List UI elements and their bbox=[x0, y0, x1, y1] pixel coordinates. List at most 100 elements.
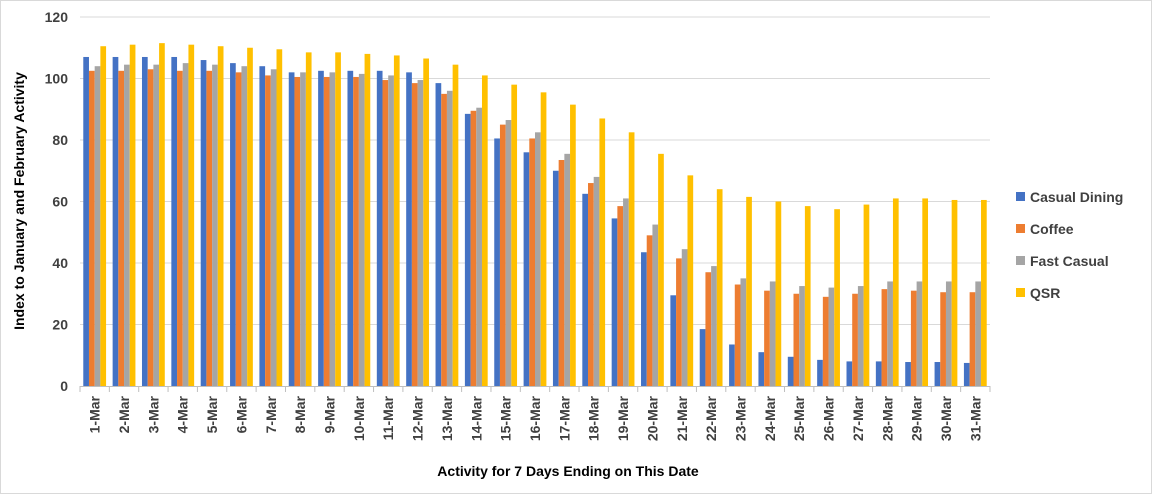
bar-qsr bbox=[628, 132, 635, 386]
y-tick-label: 0 bbox=[60, 378, 68, 394]
bar-qsr bbox=[804, 206, 811, 386]
bar-coffee bbox=[969, 292, 976, 386]
x-tick-label: 15-Mar bbox=[498, 395, 514, 441]
bar-fast-casual bbox=[887, 281, 893, 386]
bar-qsr bbox=[687, 175, 694, 386]
x-tick-label: 10-Mar bbox=[351, 395, 367, 441]
x-tick-label: 21-Mar bbox=[674, 395, 690, 441]
x-tick-label: 25-Mar bbox=[791, 395, 807, 441]
bar-coffee bbox=[646, 235, 653, 386]
x-tick-label: 16-Mar bbox=[527, 395, 543, 441]
x-tick-label: 1-Mar bbox=[87, 395, 103, 433]
bar-qsr bbox=[775, 201, 782, 386]
bar-fast-casual bbox=[593, 176, 600, 386]
x-tick-label: 17-Mar bbox=[556, 395, 572, 441]
bar-casual-dining bbox=[288, 72, 295, 386]
bar-fast-casual bbox=[916, 281, 923, 386]
bar-qsr bbox=[129, 44, 136, 387]
bar-fast-casual bbox=[212, 64, 218, 386]
bar-casual-dining bbox=[376, 70, 383, 386]
bar-coffee bbox=[529, 138, 535, 386]
bar-fast-casual bbox=[740, 278, 747, 386]
bar-qsr bbox=[481, 75, 488, 387]
bar-casual-dining bbox=[611, 218, 618, 386]
x-tick-label: 13-Mar bbox=[439, 395, 455, 441]
bar-coffee bbox=[764, 290, 770, 386]
bar-fast-casual bbox=[975, 281, 982, 386]
legend-swatch-qsr bbox=[1016, 288, 1025, 297]
y-tick-label: 20 bbox=[52, 317, 68, 333]
bar-fast-casual bbox=[182, 63, 189, 386]
bar-casual-dining bbox=[259, 66, 266, 386]
bar-coffee bbox=[323, 76, 330, 387]
x-tick-label: 28-Mar bbox=[879, 395, 895, 441]
axes: 0 20 40 60 80 100 120 1-Mar 2-Mar 3-Mar 4-Mar 5-Mar… bbox=[45, 9, 991, 441]
bar-coffee bbox=[910, 290, 917, 386]
y-tick-label: 80 bbox=[52, 132, 68, 148]
bar-coffee bbox=[852, 293, 858, 386]
bar-qsr bbox=[746, 196, 752, 386]
x-tick-label: 3-Mar bbox=[145, 395, 161, 433]
y-tick-label: 100 bbox=[45, 71, 69, 87]
bar-coffee bbox=[294, 76, 301, 387]
bar-coffee bbox=[88, 70, 95, 386]
bar-fast-casual bbox=[652, 224, 659, 386]
bar-qsr bbox=[570, 104, 576, 386]
bar-casual-dining bbox=[435, 83, 442, 387]
bar-coffee bbox=[177, 70, 183, 386]
bar-qsr bbox=[981, 199, 987, 386]
bar-coffee bbox=[235, 72, 242, 386]
bar-fast-casual bbox=[241, 66, 248, 386]
bar-casual-dining bbox=[963, 362, 970, 386]
x-tick-label: 4-Mar bbox=[175, 395, 191, 433]
bar-qsr bbox=[540, 92, 547, 387]
x-tick-label: 29-Mar bbox=[909, 395, 925, 441]
bar-coffee bbox=[881, 289, 888, 386]
legend-label-coffee: Coffee bbox=[1030, 221, 1074, 237]
y-tick-label: 40 bbox=[52, 255, 68, 271]
bar-qsr bbox=[511, 84, 518, 387]
bar-coffee bbox=[382, 80, 389, 386]
bar-coffee bbox=[822, 296, 829, 386]
legend: Casual Dining Coffee Fast Casual QSR bbox=[1016, 189, 1123, 301]
bar-fast-casual bbox=[828, 287, 835, 386]
x-tick-label: 23-Mar bbox=[732, 395, 748, 441]
bar-casual-dining bbox=[670, 295, 677, 386]
bar-casual-dining bbox=[905, 362, 911, 386]
bar-fast-casual bbox=[153, 64, 160, 386]
bar-fast-casual bbox=[417, 80, 424, 386]
bar-qsr bbox=[892, 198, 899, 386]
bar-fast-casual bbox=[300, 72, 306, 386]
bar-casual-dining bbox=[699, 329, 706, 386]
plot-area bbox=[83, 43, 987, 387]
bar-coffee bbox=[411, 83, 418, 387]
bar-casual-dining bbox=[934, 362, 941, 386]
bar-qsr bbox=[217, 46, 224, 387]
x-tick-label: 7-Mar bbox=[263, 395, 279, 433]
bar-qsr bbox=[922, 198, 929, 386]
bar-qsr bbox=[834, 209, 840, 386]
bar-qsr bbox=[452, 64, 459, 386]
bar-casual-dining bbox=[523, 152, 530, 386]
x-axis-title: Activity for 7 Days Ending on This Date bbox=[437, 463, 699, 479]
bar-fast-casual bbox=[94, 66, 101, 386]
bar-casual-dining bbox=[347, 70, 354, 386]
legend-label-casual-dining: Casual Dining bbox=[1030, 189, 1123, 205]
bar-fast-casual bbox=[270, 69, 277, 387]
bar-qsr bbox=[100, 46, 107, 387]
x-tick-label: 24-Mar bbox=[762, 395, 778, 441]
bar-coffee bbox=[118, 70, 125, 386]
bar-coffee bbox=[206, 70, 213, 386]
bar-qsr bbox=[276, 49, 283, 386]
bar-casual-dining bbox=[230, 63, 236, 386]
bar-qsr bbox=[335, 52, 341, 387]
x-tick-label: 30-Mar bbox=[938, 395, 954, 441]
bar-fast-casual bbox=[711, 266, 717, 386]
y-tick-label: 120 bbox=[45, 9, 69, 25]
bar-coffee bbox=[940, 292, 946, 386]
x-tick-label: 31-Mar bbox=[967, 395, 983, 441]
bar-fast-casual bbox=[124, 64, 130, 386]
x-tick-label: 2-Mar bbox=[116, 395, 132, 433]
bar-fast-casual bbox=[564, 153, 571, 386]
